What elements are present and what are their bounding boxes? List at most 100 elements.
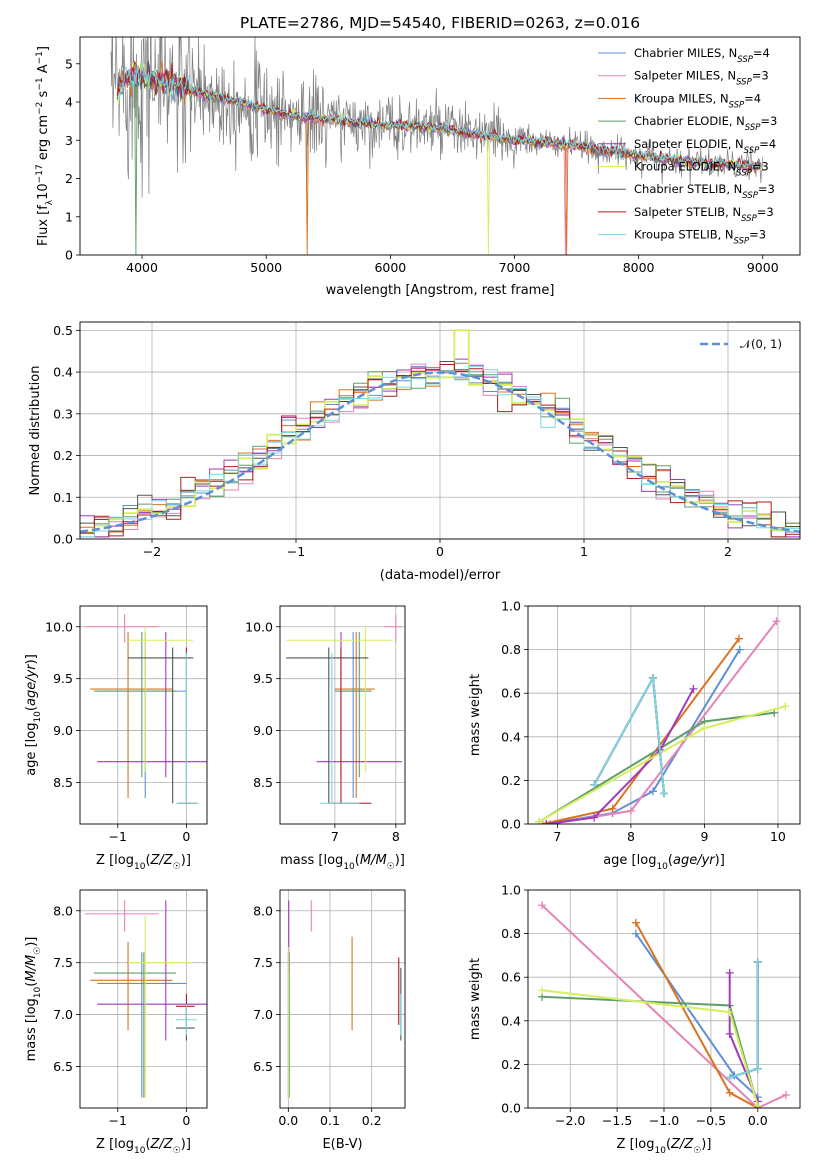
age-vs-mass-ytick-label: 10.0 (245, 619, 273, 634)
mass-vs-Z-ytick-label: 6.5 (53, 1059, 73, 1074)
weight-marker (538, 901, 547, 910)
weight-marker (608, 804, 617, 813)
weight-vs-Z-xtick-label: −1.5 (602, 1113, 632, 1128)
weight-marker (725, 1029, 734, 1038)
mass-vs-ebv-axes: 0.0 0.1 0.2 6.5 7.0 7.5 8.0 E(B-V) (253, 889, 406, 1152)
residuals-xtick-label: 2 (724, 544, 732, 559)
weight-marker (734, 634, 743, 643)
spectrum-xtick-label: 9000 (747, 260, 779, 275)
weight-vs-Z-xlabel: Z [log10(Z/Z☉)] (617, 1137, 712, 1156)
age-vs-mass-plot-area (286, 614, 402, 804)
weight-vs-Z-ytick-label: 0.4 (501, 1013, 521, 1028)
weight-line (546, 688, 695, 824)
weight-marker (626, 806, 635, 815)
weight-line (538, 711, 775, 823)
legend-label: Salpeter ELODIE, NSSP=4 (634, 137, 776, 156)
spectrum-xtick-label: 6000 (374, 260, 406, 275)
residuals-ytick-label: 0.0 (53, 532, 73, 547)
spectrum-ytick-label: 4 (65, 95, 73, 110)
spectrum-model-line (116, 60, 763, 171)
age-vs-Z-frame (79, 605, 208, 825)
residuals-ytick-label: 0.2 (53, 448, 73, 463)
weight-line (542, 638, 740, 824)
spectrum-title: PLATE=2786, MJD=54540, FIBERID=0263, z=0… (240, 14, 640, 32)
residuals-ytick-label: 0.5 (53, 323, 73, 338)
residuals-xtick-label: −1 (287, 544, 305, 559)
mass-vs-Z-axes: −1 0 6.5 7.0 7.5 8.0 Z [log10(Z/Z☉)] mass [log1… (24, 889, 208, 1156)
spectrum-ytick-label: 2 (65, 171, 73, 186)
weight-marker (542, 820, 551, 824)
weight-marker (725, 1073, 734, 1082)
spectrum-ytick-label: 3 (65, 133, 73, 148)
weight-vs-Z-plot-area (538, 901, 790, 1108)
legend-label: Kroupa ELODIE, NSSP=3 (634, 160, 769, 179)
residuals-xlabel: (data-model)/error (380, 568, 501, 583)
age-vs-Z-xlabel: Z [log10(Z/Z☉)] (96, 853, 191, 872)
weight-marker (689, 684, 698, 693)
weight-vs-age-ytick-label: 0.0 (501, 817, 521, 832)
mass-vs-Z-ytick-label: 8.0 (53, 903, 73, 918)
legend-label: Salpeter STELIB, NSSP=3 (634, 205, 774, 224)
spectrum-legend: Chabrier MILES, NSSP=4 Salpeter MILES, NS… (598, 46, 777, 247)
mass-vs-Z-xlabel: Z [log10(Z/Z☉)] (96, 1137, 191, 1156)
mass-vs-Z-plot-area (84, 900, 207, 1098)
age-vs-mass-frame (279, 605, 406, 825)
age-vs-mass-xtick-label: 7 (331, 829, 339, 844)
weight-vs-age-ytick-label: 0.6 (501, 686, 521, 701)
legend-label: Chabrier STELIB, NSSP=3 (634, 182, 775, 201)
mass-vs-ebv-plot-area (287, 900, 402, 1098)
mass-vs-Z-xtick-label: −1 (109, 1113, 127, 1128)
weight-vs-age-xtick-label: 9 (700, 829, 708, 844)
weight-vs-age-ytick-label: 0.8 (501, 642, 521, 657)
residuals-hist-step (80, 364, 800, 538)
weight-vs-Z-ytick-label: 0.6 (501, 970, 521, 985)
residuals-frame (79, 321, 801, 540)
age-vs-Z-plot-area (84, 614, 207, 804)
weight-line (542, 995, 759, 1107)
residuals-hist-step (80, 366, 800, 538)
weight-marker (781, 1090, 790, 1099)
weight-vs-age-ytick-label: 1.0 (501, 599, 521, 614)
age-vs-mass-ytick-label: 9.0 (253, 723, 273, 738)
legend-label: Chabrier ELODIE, NSSP=3 (634, 114, 777, 133)
weight-marker (590, 813, 599, 822)
weight-marker (660, 789, 668, 798)
residuals-ylabel: Normed distribution (28, 366, 43, 496)
weight-marker (648, 673, 657, 682)
weight-vs-age-ytick-label: 0.2 (501, 773, 521, 788)
weight-vs-Z-xtick-label: 0.0 (748, 1113, 768, 1128)
weight-vs-age-ytick-label: 0.4 (501, 729, 521, 744)
spectrum-xtick-label: 7000 (499, 260, 531, 275)
age-vs-mass-xtick-label: 8 (392, 829, 400, 844)
residuals-ytick-label: 0.4 (53, 365, 73, 380)
weight-vs-Z-ytick-label: 1.0 (501, 883, 521, 898)
weight-marker (725, 1008, 734, 1017)
residuals-xtick-label: −2 (143, 544, 161, 559)
weight-vs-age-frame (527, 605, 801, 825)
spectrum-ytick-label: 1 (65, 209, 73, 224)
weight-marker (546, 820, 555, 824)
weight-marker (725, 1088, 734, 1097)
spectrum-model-line (116, 60, 764, 170)
age-vs-Z-ytick-label: 10.0 (45, 619, 73, 634)
spectrum-xlabel: wavelength [Angstrom, rest frame] (326, 283, 555, 298)
residuals-xtick-label: 1 (580, 544, 588, 559)
weight-vs-Z-ytick-label: 0.0 (501, 1101, 521, 1116)
weight-marker (648, 787, 657, 796)
weight-marker (535, 817, 544, 824)
spectrum-xtick-label: 8000 (623, 260, 655, 275)
weight-marker (700, 724, 709, 733)
weight-vs-age-ylabel: mass weight (468, 674, 483, 756)
age-vs-Z-ytick-label: 9.5 (53, 671, 73, 686)
weight-line (541, 904, 787, 1108)
spectrum-frame (79, 36, 801, 256)
weight-vs-age-xtick-label: 8 (627, 829, 635, 844)
weight-line (593, 674, 665, 794)
weight-line (593, 674, 665, 794)
weight-vs-Z-xtick-label: −0.5 (696, 1113, 726, 1128)
legend-label: Kroupa STELIB, NSSP=3 (634, 228, 766, 247)
age-vs-Z-ylabel: age [log10(age/yr)] (24, 654, 43, 776)
mass-vs-Z-frame (79, 889, 208, 1109)
mass-vs-ebv-ytick-label: 6.5 (253, 1059, 273, 1074)
